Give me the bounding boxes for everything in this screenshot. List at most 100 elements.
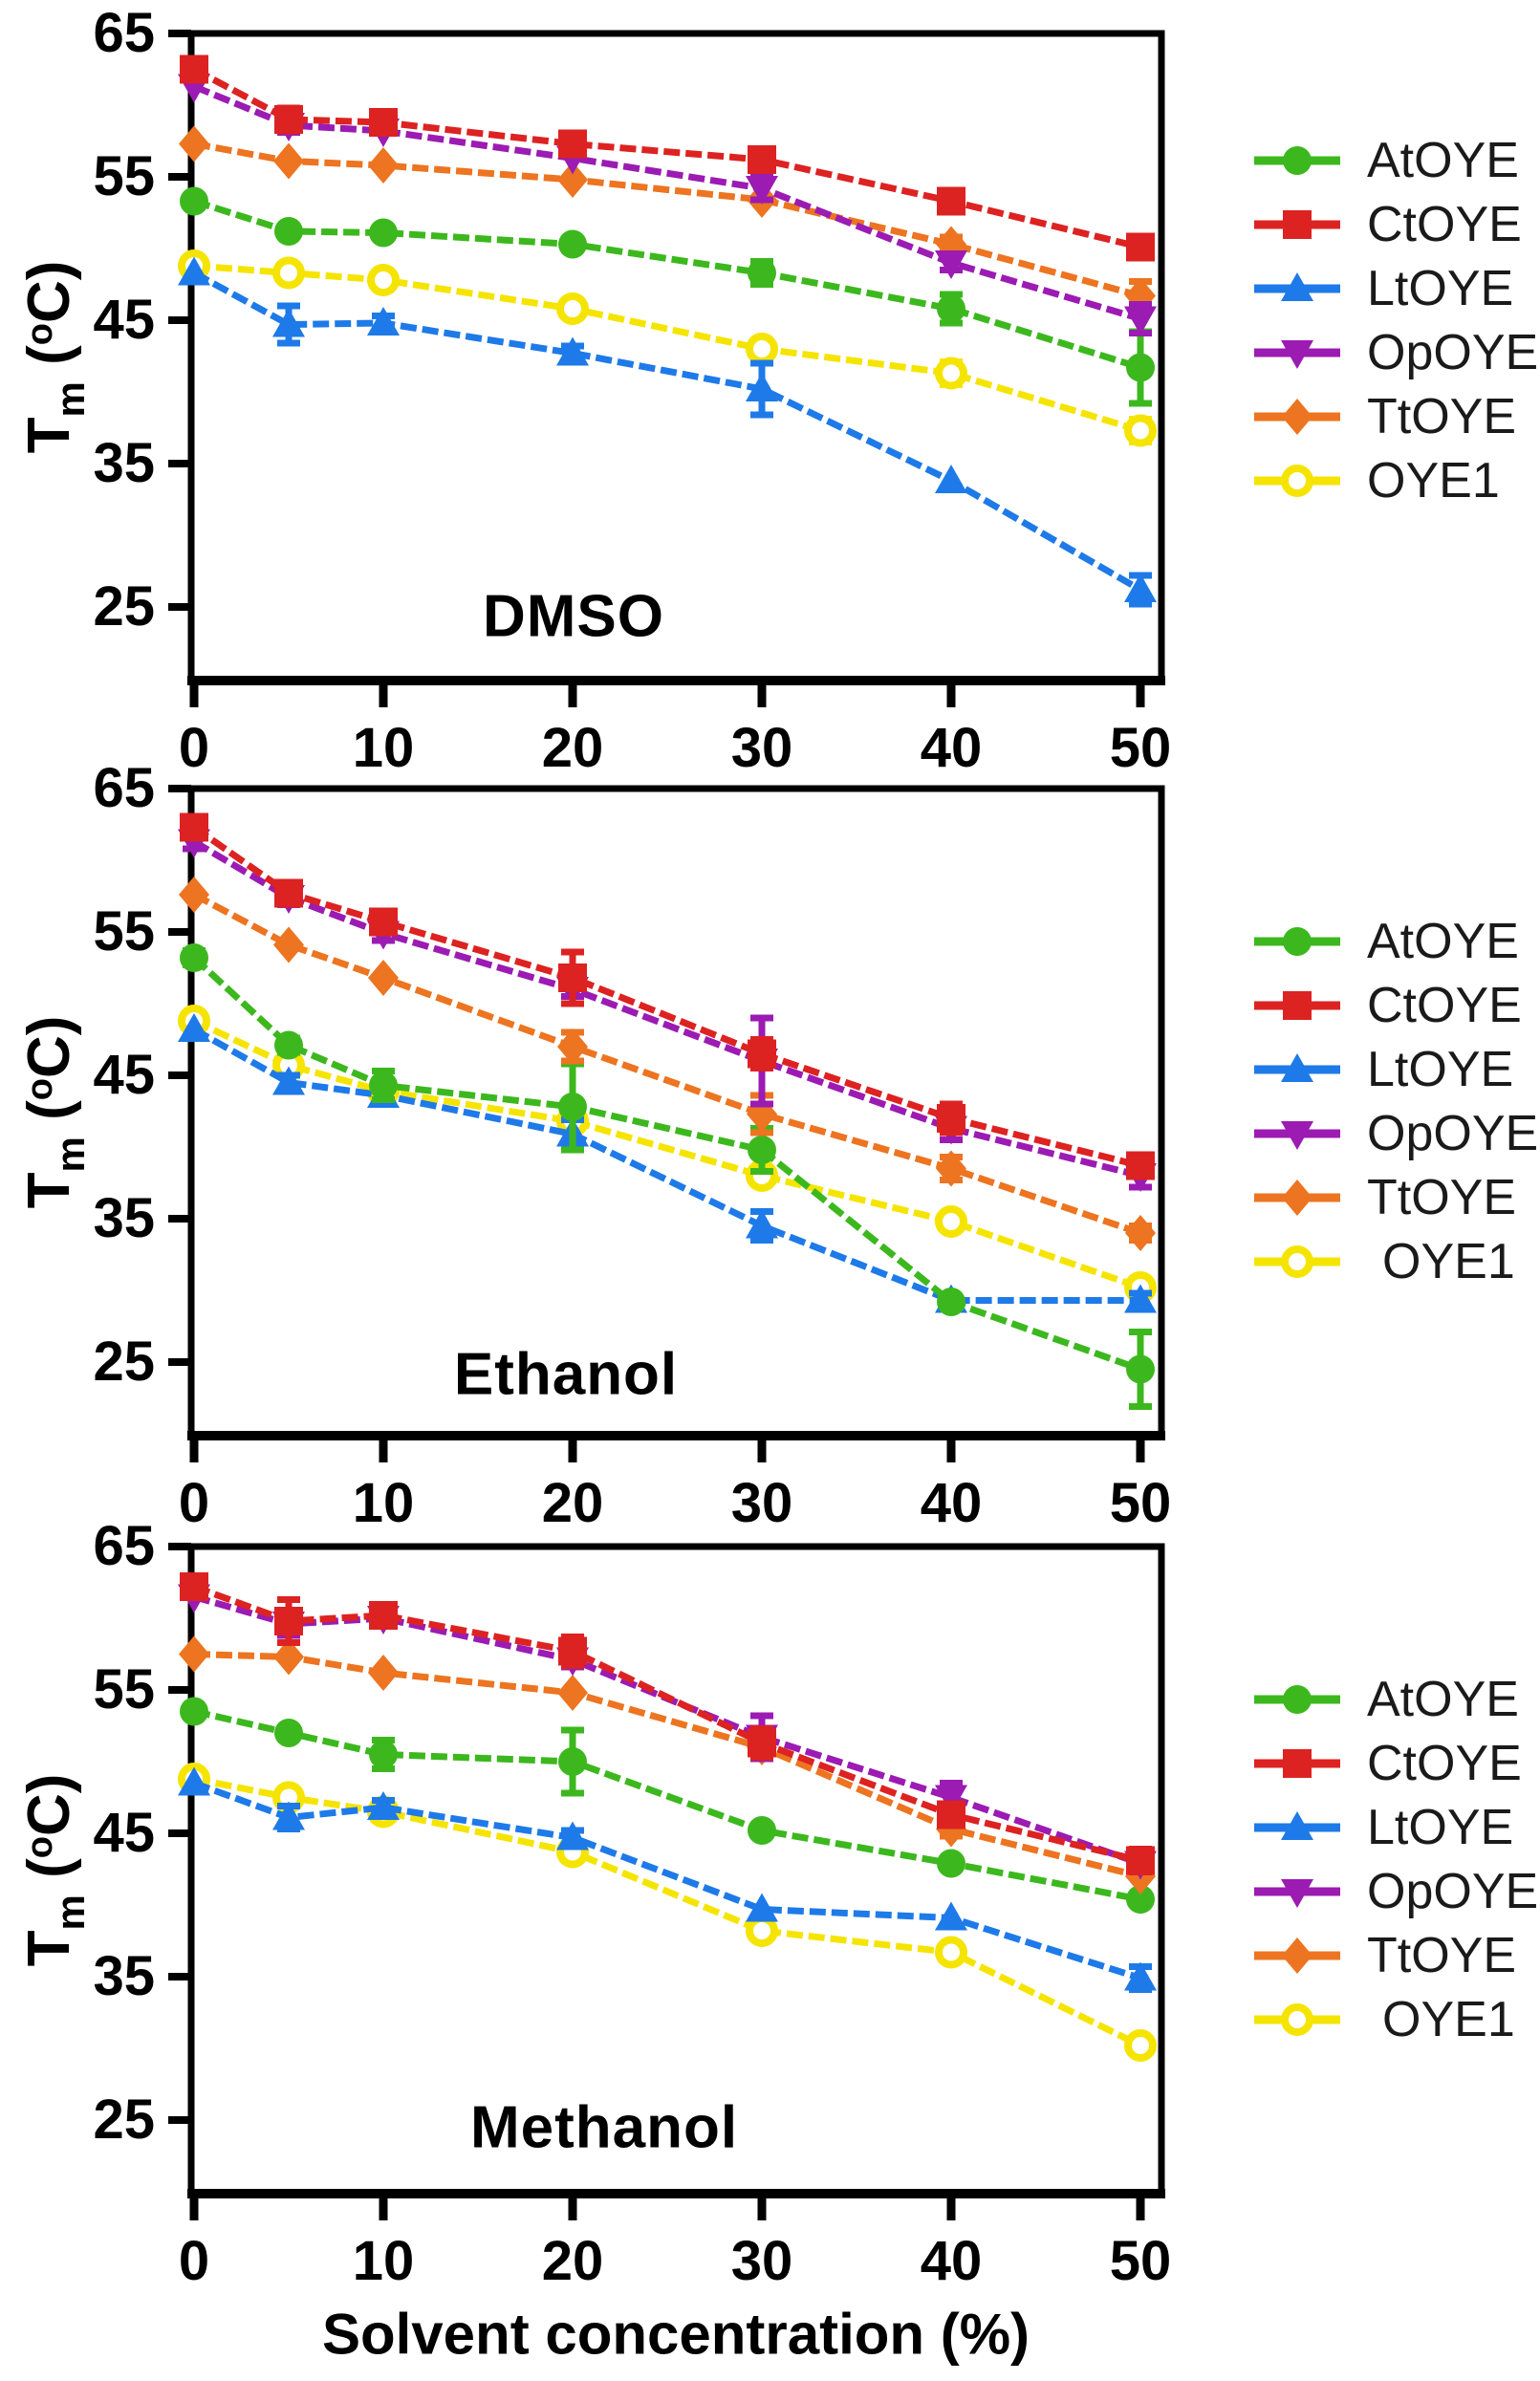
series-CtOYE xyxy=(180,54,1155,262)
legend-marker-OYE1 xyxy=(1281,1245,1313,1278)
x-tick-label: 10 xyxy=(353,717,415,779)
legend-item-OpOYE: OpOYE xyxy=(1254,325,1538,380)
x-tick-label: 40 xyxy=(921,2230,983,2292)
legend-item-LtOYE: LtOYE xyxy=(1254,1042,1513,1097)
series-marker-OYE1 xyxy=(935,357,967,390)
series-marker-LtOYE xyxy=(556,336,589,366)
y-axis-title: Tm (oC) xyxy=(16,1774,93,1967)
series-marker-AtOYE xyxy=(180,943,208,972)
legend-item-AtOYE: AtOYE xyxy=(1254,1672,1519,1727)
legend-item-OYE1: OYE1 xyxy=(1254,1234,1515,1289)
series-marker-CtOYE xyxy=(558,963,587,992)
series-line-OYE1 xyxy=(193,1775,1142,2049)
x-tick-label: 50 xyxy=(1110,2230,1172,2292)
legend-label-OpOYE: OpOYE xyxy=(1367,1864,1538,1919)
legend-label-LtOYE: LtOYE xyxy=(1367,1800,1513,1855)
series-marker-TtOYE xyxy=(368,960,399,996)
series-marker-CtOYE xyxy=(180,1572,208,1601)
legend-marker-CtOYE xyxy=(1283,991,1312,1020)
x-tick-label: 20 xyxy=(542,2230,604,2292)
series-marker-AtOYE xyxy=(274,217,303,246)
legend-label-TtOYE: TtOYE xyxy=(1367,1928,1516,1983)
y-tick-label: 55 xyxy=(93,145,155,207)
plot-frame xyxy=(187,785,1165,1439)
series-marker-LtOYE xyxy=(272,1066,305,1095)
legend-marker-TtOYE xyxy=(1282,399,1312,435)
series-line-CtOYE xyxy=(192,66,1141,250)
series-marker-LtOYE xyxy=(272,1801,305,1830)
series-marker-AtOYE xyxy=(1126,1354,1155,1384)
series-marker-LtOYE xyxy=(1124,1284,1157,1313)
series-marker-CtOYE xyxy=(558,1636,587,1666)
chart-label-dmso: DMSO xyxy=(483,583,664,650)
legend-marker-CtOYE xyxy=(1283,210,1312,239)
series-marker-AtOYE xyxy=(937,1849,965,1878)
legend: AtOYE CtOYE LtOYE OpOYE TtOYE OYE1 xyxy=(1254,914,1538,1289)
series-CtOYE xyxy=(180,1572,1155,1875)
legend-item-TtOYE: TtOYE xyxy=(1254,389,1516,444)
y-tick-label: 45 xyxy=(93,1802,155,1864)
series-marker-LtOYE xyxy=(178,1766,210,1796)
series-marker-AtOYE xyxy=(748,1816,776,1845)
series-marker-AtOYE xyxy=(937,1288,965,1316)
legend: AtOYE CtOYE LtOYE OpOYE TtOYE OYE1 xyxy=(1254,133,1538,509)
series-marker-AtOYE xyxy=(369,218,398,248)
series-line-CtOYE xyxy=(192,1583,1141,1864)
y-tick-label: 55 xyxy=(93,900,155,963)
x-tick-label: 40 xyxy=(921,717,983,779)
series-marker-AtOYE xyxy=(748,1136,776,1164)
series-marker-AtOYE xyxy=(180,1697,208,1726)
plot-frame xyxy=(187,30,1165,684)
series-line-TtOYE xyxy=(193,1651,1141,1880)
series-marker-AtOYE xyxy=(1126,353,1155,382)
x-tick-label: 50 xyxy=(1110,717,1172,779)
series-LtOYE xyxy=(178,1766,1157,1993)
y-tick-label: 45 xyxy=(93,289,155,351)
series-marker-OpOYE xyxy=(746,176,778,205)
series-marker-AtOYE xyxy=(180,186,208,216)
series-marker-LtOYE xyxy=(746,373,778,401)
legend-item-AtOYE: AtOYE xyxy=(1254,133,1519,188)
series-marker-CtOYE xyxy=(369,907,398,937)
series-marker-TtOYE xyxy=(557,1028,588,1065)
chart-dmso: 65 55 45 35 25 0 10 20 30 40 50 Tm (oC) AtOYE CtOYE Lt… xyxy=(16,2,1538,779)
series-marker-TtOYE xyxy=(273,1638,304,1676)
legend-label-AtOYE: AtOYE xyxy=(1367,1672,1519,1727)
series-marker-OYE1 xyxy=(935,1936,967,1969)
series-marker-CtOYE xyxy=(1126,1846,1155,1875)
series-marker-CtOYE xyxy=(558,129,587,159)
legend-marker-TtOYE xyxy=(1282,1180,1312,1216)
legend-label-OpOYE: OpOYE xyxy=(1367,325,1538,380)
series-line-AtOYE xyxy=(192,198,1142,371)
legend-marker-OpOYE xyxy=(1281,340,1313,369)
y-tick-label: 35 xyxy=(93,1187,155,1249)
legend: AtOYE CtOYE LtOYE OpOYE TtOYE OYE1 xyxy=(1254,1672,1538,2047)
legend-marker-TtOYE xyxy=(1282,1937,1312,1974)
x-tick-label: 30 xyxy=(731,717,793,779)
series-marker-AtOYE xyxy=(274,1719,303,1747)
legend-marker-LtOYE xyxy=(1281,1811,1313,1840)
legend-label-LtOYE: LtOYE xyxy=(1367,261,1513,316)
series-marker-LtOYE xyxy=(367,1791,400,1820)
series-marker-CtOYE xyxy=(369,108,398,137)
legend-item-OpOYE: OpOYE xyxy=(1254,1864,1538,1919)
series-marker-TtOYE xyxy=(273,926,304,963)
series-line-TtOYE xyxy=(193,141,1141,299)
series-marker-CtOYE xyxy=(937,1800,965,1829)
legend-marker-OYE1 xyxy=(1281,465,1313,497)
y-tick-label: 35 xyxy=(93,1945,155,2007)
legend-item-OpOYE: OpOYE xyxy=(1254,1106,1538,1161)
series-marker-OYE1 xyxy=(1124,2029,1157,2062)
series-line-CtOYE xyxy=(191,824,1141,1169)
series-AtOYE xyxy=(180,1697,1155,1914)
series-marker-OpOYE xyxy=(935,1785,967,1814)
series-marker-LtOYE xyxy=(746,1209,778,1239)
series-marker-TtOYE xyxy=(368,1655,399,1691)
legend-label-CtOYE: CtOYE xyxy=(1367,978,1522,1033)
series-marker-CtOYE xyxy=(937,186,965,216)
y-tick-label: 25 xyxy=(93,1331,155,1393)
series-marker-AtOYE xyxy=(558,229,587,259)
x-tick-label: 30 xyxy=(731,2230,793,2292)
y-tick-label: 65 xyxy=(93,1515,155,1577)
